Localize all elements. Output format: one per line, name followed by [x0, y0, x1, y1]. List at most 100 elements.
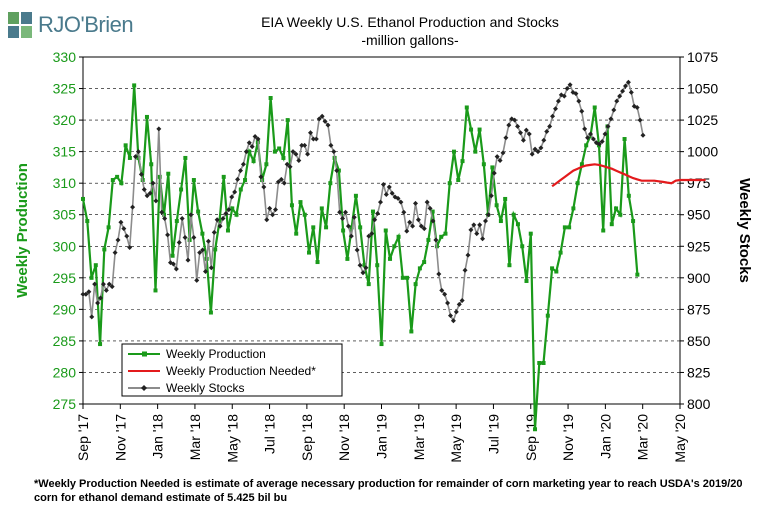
stocks-point [512, 117, 518, 123]
right-tick-label: 950 [687, 207, 711, 223]
stocks-point [357, 262, 363, 268]
stocks-point [617, 93, 623, 99]
stocks-point [121, 226, 127, 232]
stocks-point [156, 126, 162, 132]
production-point [614, 206, 619, 211]
stocks-point [611, 107, 617, 113]
stocks-point [165, 232, 171, 238]
production-point [456, 178, 461, 183]
stocks-point [485, 212, 491, 218]
series-line-1 [551, 163, 706, 188]
stocks-point [130, 204, 136, 210]
logo-mark-icon [8, 12, 32, 38]
production-point [550, 266, 555, 271]
stocks-point [491, 170, 497, 176]
stocks-point [459, 298, 465, 304]
stocks-point [103, 287, 109, 293]
stocks-point [322, 118, 328, 124]
stocks-point [112, 250, 118, 256]
production-point [447, 181, 452, 186]
production-point [520, 244, 525, 249]
production-point [473, 149, 478, 154]
left-tick-label: 285 [53, 333, 77, 349]
production-point [426, 237, 431, 242]
stocks-point [377, 199, 383, 205]
stocks-point [299, 142, 305, 148]
stocks-point [258, 174, 264, 180]
stocks-point [284, 161, 290, 167]
stocks-point [401, 209, 407, 215]
stocks-point [127, 245, 133, 251]
x-tick-label: Nov '18 [336, 414, 352, 461]
production-point [528, 231, 533, 236]
stocks-point [517, 130, 523, 136]
production-point [153, 288, 158, 293]
left-tick-label: 305 [53, 207, 77, 223]
production-point [626, 193, 631, 198]
production-point [183, 155, 188, 160]
stocks-point [433, 237, 439, 243]
stocks-point [92, 281, 98, 287]
stocks-point [290, 149, 296, 155]
stocks-point [255, 136, 261, 142]
stocks-point [573, 91, 579, 97]
production-point [366, 282, 371, 287]
production-point [537, 360, 542, 365]
stocks-point [281, 180, 287, 186]
stocks-point [144, 193, 150, 199]
stocks-point [523, 127, 529, 133]
production-point [349, 225, 354, 230]
legend-label: Weekly Stocks [166, 381, 244, 395]
stocks-point [240, 161, 246, 167]
production-point [238, 187, 243, 192]
stocks-point [235, 176, 241, 182]
stocks-point [494, 154, 500, 160]
stocks-point [337, 209, 343, 215]
stocks-point [220, 216, 226, 222]
stocks-point [418, 223, 424, 229]
production-point [622, 137, 627, 142]
production-point [409, 329, 414, 334]
production-point [324, 225, 329, 230]
left-tick-label: 310 [53, 175, 77, 191]
production-point [584, 143, 589, 148]
stocks-point [602, 131, 608, 137]
stocks-point [424, 199, 430, 205]
x-tick-label: Jan '19 [374, 414, 390, 459]
stocks-point [226, 207, 232, 213]
stocks-point [334, 168, 340, 174]
stocks-point [582, 126, 588, 132]
production-point [460, 159, 465, 164]
production-point [230, 206, 235, 211]
stocks-point [529, 151, 535, 157]
stocks-point [415, 217, 421, 223]
stocks-point [205, 238, 211, 244]
stocks-point [293, 151, 299, 157]
production-point [498, 219, 503, 224]
x-tick-label: Mar '20 [635, 414, 651, 460]
stocks-point [503, 135, 509, 141]
stocks-point [480, 236, 486, 242]
stocks-point [395, 195, 401, 201]
stocks-point [345, 223, 351, 229]
x-tick-label: Nov '19 [560, 414, 576, 461]
stocks-point [383, 192, 389, 198]
left-tick-label: 290 [53, 301, 77, 317]
stocks-point [369, 231, 375, 237]
stocks-point [561, 93, 567, 99]
production-point [533, 427, 538, 432]
stocks-point [176, 239, 182, 245]
left-tick-label: 280 [53, 364, 77, 380]
production-point [396, 234, 401, 239]
stocks-point [316, 116, 322, 122]
production-point [618, 212, 623, 217]
production-point [443, 231, 448, 236]
stocks-point [237, 168, 243, 174]
production-point [281, 155, 286, 160]
stocks-point [389, 190, 395, 196]
x-tick-label: May '18 [224, 414, 240, 463]
stocks-point [118, 219, 124, 225]
x-tick-label: May '19 [448, 414, 464, 463]
production-point [451, 149, 456, 154]
production-point [545, 313, 550, 318]
